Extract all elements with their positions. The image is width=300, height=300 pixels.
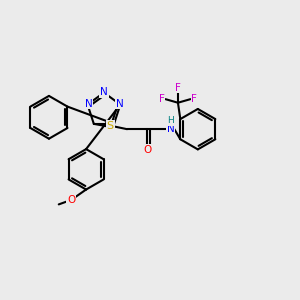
Text: S: S bbox=[106, 121, 114, 131]
Text: H: H bbox=[167, 116, 174, 125]
Text: F: F bbox=[191, 94, 197, 104]
Text: N: N bbox=[100, 87, 108, 97]
Text: N: N bbox=[116, 99, 123, 109]
Text: O: O bbox=[67, 195, 75, 205]
Text: N: N bbox=[85, 99, 92, 109]
Text: O: O bbox=[143, 145, 152, 155]
Text: F: F bbox=[175, 82, 181, 93]
Text: F: F bbox=[159, 94, 164, 104]
Text: N: N bbox=[167, 124, 174, 134]
